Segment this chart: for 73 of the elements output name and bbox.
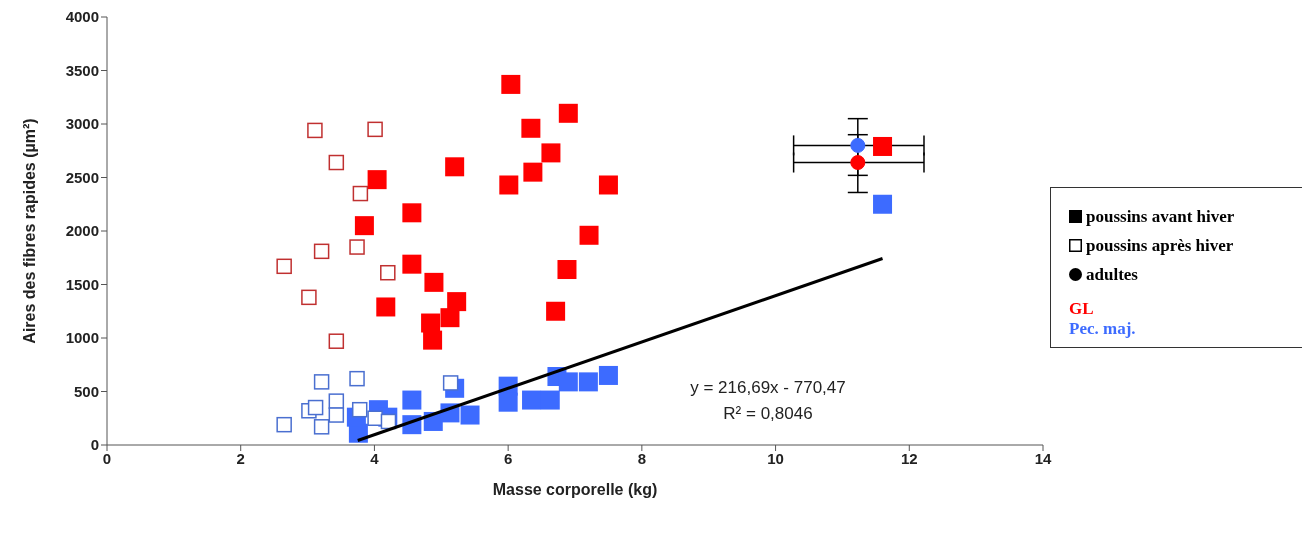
point (522, 390, 542, 410)
point (276, 258, 292, 275)
annotation: R² = 0,8046 (722, 403, 814, 425)
point (367, 170, 387, 190)
text: adultes (1086, 264, 1138, 285)
x-tick-label: 14 (1034, 449, 1052, 467)
point (354, 216, 374, 236)
point (367, 410, 383, 426)
y-axis-title: Aires des fibres rapides (µm²) (20, 118, 38, 344)
point (380, 264, 396, 281)
point (578, 372, 598, 392)
point (445, 157, 465, 177)
point (873, 136, 893, 156)
point (850, 155, 866, 171)
point (349, 239, 365, 255)
point (499, 175, 519, 195)
point (447, 292, 467, 312)
point (376, 297, 396, 317)
y-tick-label: 2500 (65, 168, 99, 186)
y-tick-label: 3000 (65, 115, 99, 133)
point (541, 143, 561, 163)
point (579, 225, 599, 245)
x-tick-label: 10 (767, 449, 784, 467)
y-tick-label: 4000 (65, 8, 99, 26)
text: Pec. maj. (1069, 319, 1137, 339)
x-tick-label: 6 (503, 449, 513, 467)
point (557, 260, 577, 280)
point (546, 301, 566, 321)
point (558, 103, 578, 123)
point (402, 203, 422, 223)
point (523, 162, 543, 182)
point (598, 175, 618, 195)
y-tick-label: 3500 (65, 61, 99, 79)
point (501, 74, 521, 94)
point (598, 365, 618, 385)
y-tick-label: 1500 (65, 275, 99, 293)
text: poussins après hiver (1086, 235, 1234, 256)
point (521, 118, 541, 138)
point (307, 122, 323, 139)
y-tick-label: 1000 (65, 329, 99, 347)
point (440, 308, 460, 328)
point (402, 390, 422, 410)
point (424, 272, 444, 292)
text: poussins avant hiver (1086, 206, 1235, 227)
point (307, 399, 324, 416)
point (873, 194, 893, 214)
point (351, 401, 368, 418)
x-tick-label: 12 (900, 449, 918, 467)
point (498, 392, 518, 412)
x-axis-title: Masse corporelle (kg) (492, 481, 658, 498)
y-tick-label: 500 (73, 382, 99, 400)
point (352, 185, 369, 202)
x-tick-label: 0 (102, 449, 112, 467)
point (367, 121, 383, 138)
x-tick-label: 8 (637, 449, 647, 467)
point (442, 375, 459, 391)
point (328, 333, 345, 349)
point (402, 254, 422, 274)
point (421, 313, 441, 333)
point (460, 405, 480, 425)
point (558, 372, 578, 392)
x-tick-label: 2 (236, 449, 245, 467)
point (850, 137, 866, 153)
x-tick-label: 4 (370, 449, 380, 467)
point (540, 390, 560, 410)
y-tick-label: 0 (90, 436, 99, 454)
point (423, 330, 443, 350)
annotation: y = 216,69x - 770,47 (689, 377, 847, 399)
point (313, 243, 330, 260)
point (301, 289, 317, 306)
text: GL (1069, 299, 1095, 319)
point (328, 154, 345, 171)
y-tick-label: 2000 (65, 222, 99, 240)
